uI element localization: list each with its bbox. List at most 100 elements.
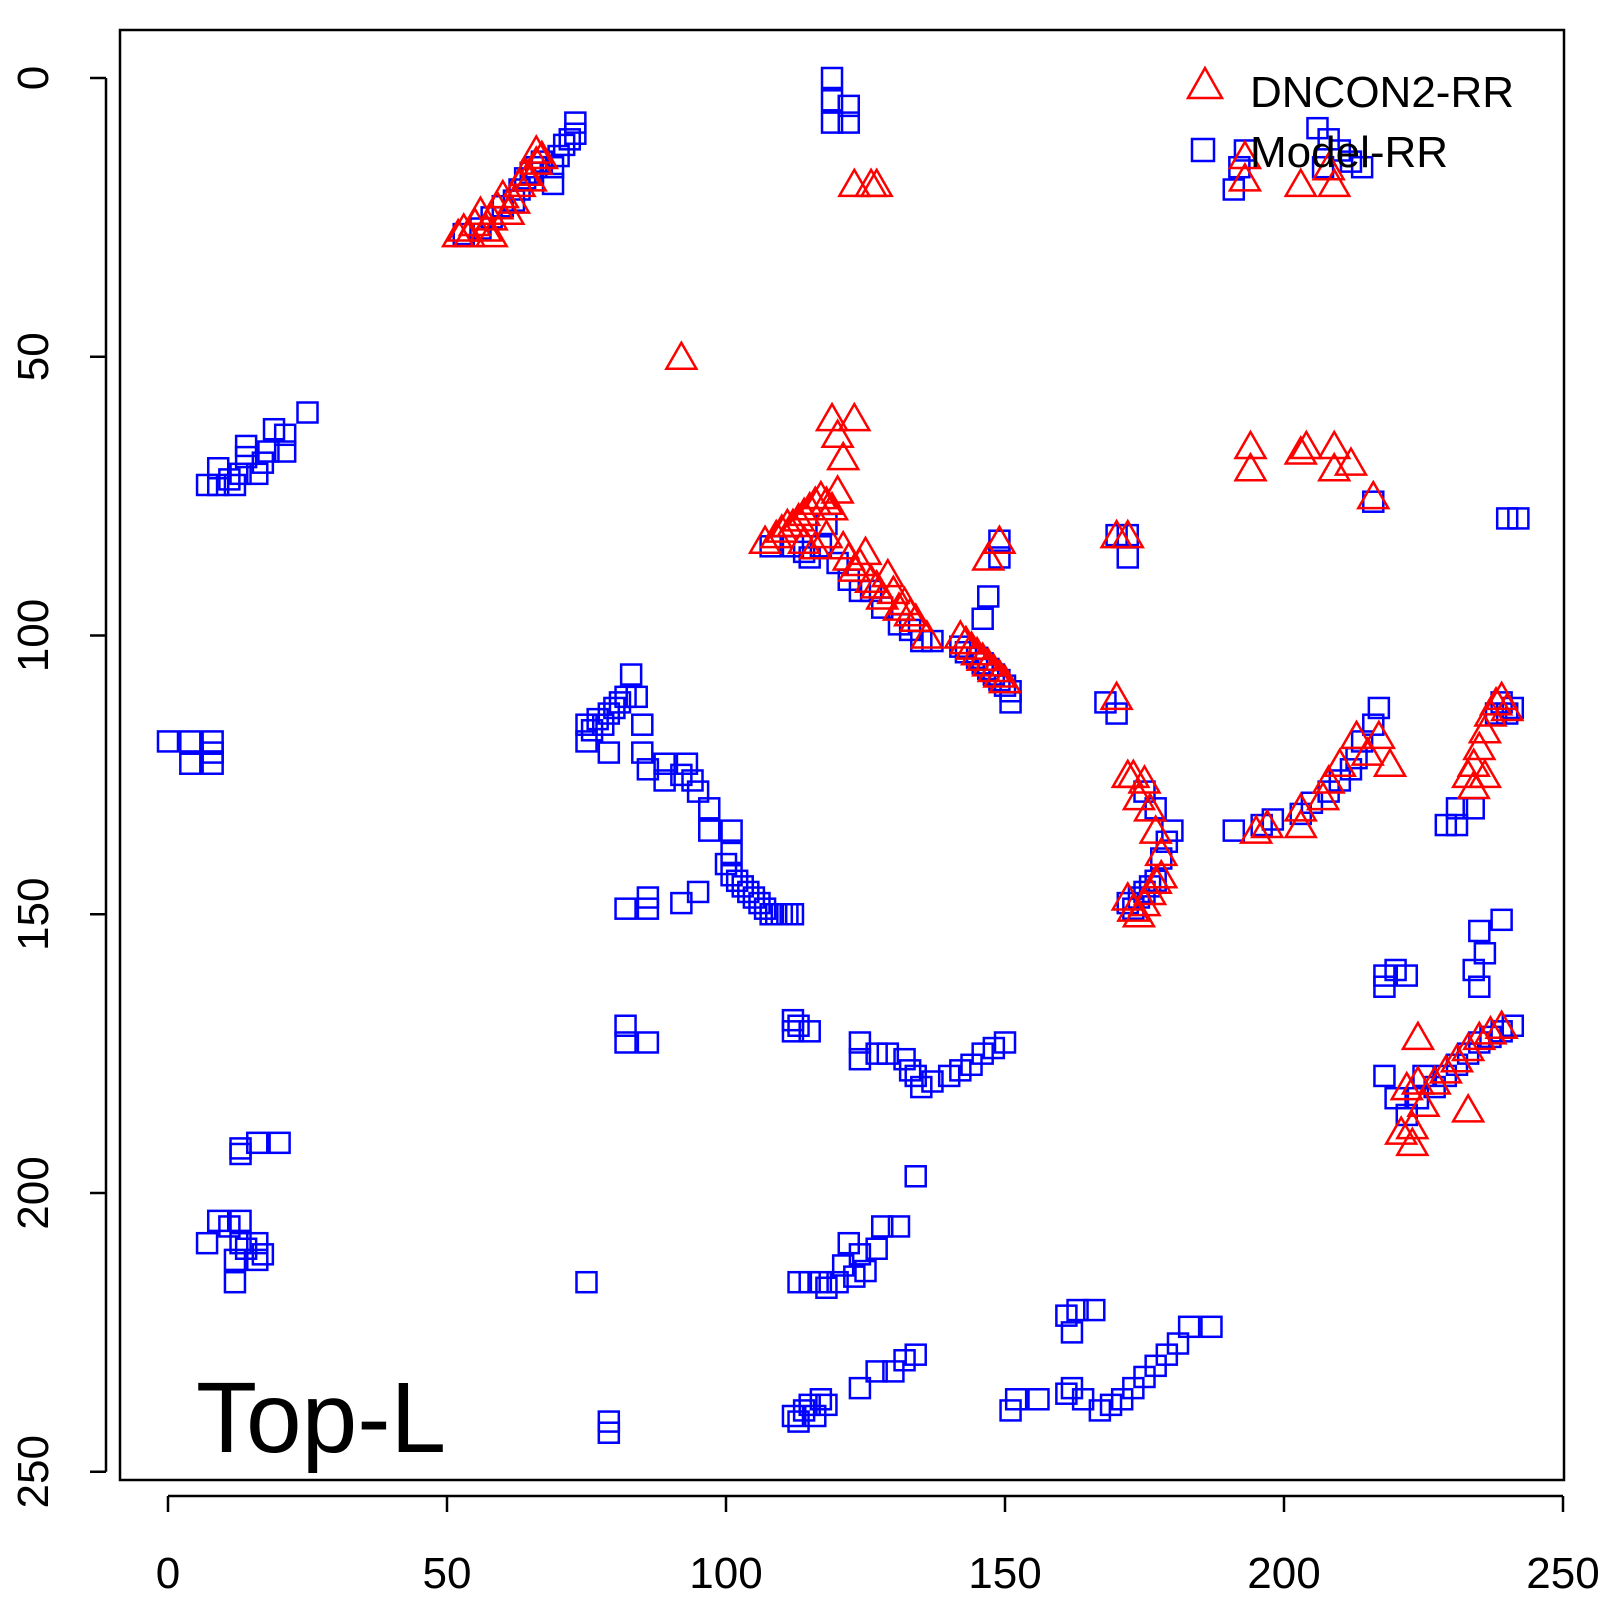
dncon2-rr-point bbox=[513, 161, 548, 192]
dncon2-rr-point bbox=[1283, 435, 1318, 465]
dncon2-rr-point bbox=[1400, 1064, 1436, 1095]
model-rr-point bbox=[564, 111, 587, 134]
model-rr-point bbox=[815, 1393, 838, 1417]
dncon2-rr-point bbox=[1428, 1053, 1463, 1084]
dncon2-rr-point bbox=[764, 513, 799, 543]
model-rr-point bbox=[1083, 1298, 1106, 1322]
y-tick-label: 50 bbox=[9, 332, 58, 381]
model-rr-point bbox=[837, 94, 861, 118]
dncon2-rr-point bbox=[1121, 780, 1157, 811]
model-rr-point bbox=[1468, 975, 1491, 998]
model-rr-point bbox=[809, 1388, 833, 1411]
model-rr-point bbox=[1395, 964, 1419, 987]
y-axis: 0 50 100 150 200 250 bbox=[9, 66, 108, 1508]
dncon2-rr-point bbox=[1250, 808, 1285, 839]
dncon2-rr-point bbox=[781, 501, 816, 532]
model-rr-point bbox=[1350, 155, 1374, 179]
dncon2-rr-point bbox=[853, 563, 889, 593]
model-rr-point bbox=[1027, 1388, 1050, 1411]
dncon2-rr-point bbox=[848, 535, 883, 566]
model-rr-point bbox=[837, 111, 861, 134]
model-rr-point bbox=[246, 1248, 269, 1272]
dncon2-rr-point bbox=[837, 401, 872, 432]
x-tick-label: 200 bbox=[1247, 1549, 1320, 1598]
dncon2-rr-point bbox=[1395, 1126, 1430, 1157]
model-rr-point bbox=[988, 546, 1011, 569]
model-rr-point bbox=[636, 886, 660, 909]
model-rr-point bbox=[1367, 696, 1391, 720]
model-rr-point bbox=[698, 797, 721, 820]
y-tick-label: 200 bbox=[9, 1156, 58, 1229]
model-rr-point bbox=[865, 1360, 888, 1383]
dncon2-rr-point bbox=[909, 618, 945, 649]
dncon2-rr-point bbox=[1467, 758, 1503, 789]
dncon2-rr-point bbox=[1144, 858, 1179, 889]
dncon2-rr-point bbox=[892, 596, 928, 627]
dncon2-rr-point bbox=[814, 490, 850, 521]
model-rr-point bbox=[296, 401, 319, 424]
x-tick-label: 0 bbox=[156, 1549, 180, 1598]
model-rr-point bbox=[977, 585, 1000, 608]
dncon2-rr-point bbox=[1138, 814, 1173, 844]
panel-label: Top-L bbox=[196, 1362, 446, 1474]
model-rr-point bbox=[1060, 1321, 1084, 1344]
dncon2-rr-point bbox=[1227, 139, 1263, 170]
model-rr-point bbox=[1445, 797, 1469, 820]
model-rr-point bbox=[820, 111, 844, 134]
model-rr-point bbox=[698, 819, 721, 842]
model-rr-point bbox=[597, 741, 621, 764]
model-rr-point bbox=[781, 1020, 805, 1043]
model-rr-point bbox=[826, 1270, 849, 1294]
dncon2-rr-point bbox=[519, 145, 554, 175]
dncon2-rr-point bbox=[1356, 479, 1391, 510]
model-rr-point bbox=[234, 434, 258, 458]
model-rr-point bbox=[1116, 546, 1140, 569]
dncon2-rr-point bbox=[1361, 719, 1397, 750]
dncon2-rr-point bbox=[1462, 730, 1497, 761]
dncon2-rr-point bbox=[1233, 451, 1268, 482]
dncon2-rr-point bbox=[820, 474, 855, 504]
dncon2-rr-point bbox=[1127, 763, 1162, 794]
dncon2-rr-point bbox=[976, 652, 1012, 683]
dncon2-rr-point bbox=[1450, 1092, 1486, 1123]
dncon2-rr-point bbox=[507, 156, 543, 187]
dncon2-rr-point bbox=[865, 579, 900, 610]
model-rr-point bbox=[273, 423, 297, 447]
dncon2-rr-point bbox=[1322, 747, 1357, 777]
model-rr-point bbox=[273, 440, 297, 463]
dncon2-rr-point bbox=[959, 635, 995, 666]
dncon2-rr-point bbox=[1417, 1064, 1452, 1095]
dncon2-rr-point bbox=[1456, 747, 1491, 777]
model-rr-point bbox=[1373, 1064, 1396, 1088]
model-rr-point bbox=[675, 752, 699, 775]
model-rr-point bbox=[614, 1031, 637, 1054]
model-rr-point bbox=[179, 752, 202, 775]
model-rr-point bbox=[1473, 942, 1497, 965]
model-rr-point bbox=[1222, 819, 1246, 842]
dncon2-rr-point bbox=[664, 340, 699, 370]
plot-frame bbox=[118, 28, 1566, 1482]
dncon2-rr-point bbox=[1311, 763, 1346, 794]
dncon2-rr-point bbox=[1473, 1014, 1508, 1045]
dncon2-rr-point bbox=[1110, 518, 1145, 549]
dncon2-rr-point bbox=[1395, 1109, 1430, 1140]
model-rr-point bbox=[653, 769, 676, 792]
dncon2-rr-point bbox=[837, 552, 872, 582]
dncon2-rr-point bbox=[954, 630, 989, 660]
model-rr-point bbox=[921, 1070, 944, 1093]
model-rr-point bbox=[229, 1209, 252, 1233]
model-rr-point bbox=[1200, 1315, 1223, 1339]
model-rr-point bbox=[246, 1131, 269, 1155]
dncon2-rr-point bbox=[1339, 719, 1374, 750]
dncon2-rr-point bbox=[1144, 836, 1179, 867]
model-rr-point bbox=[1105, 702, 1128, 725]
dncon2-rr-point bbox=[1099, 680, 1134, 711]
dncon2-rr-point bbox=[1283, 167, 1318, 198]
dncon2-rr-point bbox=[747, 524, 783, 554]
model-rr-point bbox=[179, 730, 202, 753]
model-rr-point bbox=[631, 741, 654, 764]
y-tick-label: 150 bbox=[9, 878, 58, 951]
model-rr-point bbox=[993, 1031, 1017, 1054]
dncon2-rr-point bbox=[759, 518, 794, 549]
model-rr-point bbox=[614, 897, 637, 920]
